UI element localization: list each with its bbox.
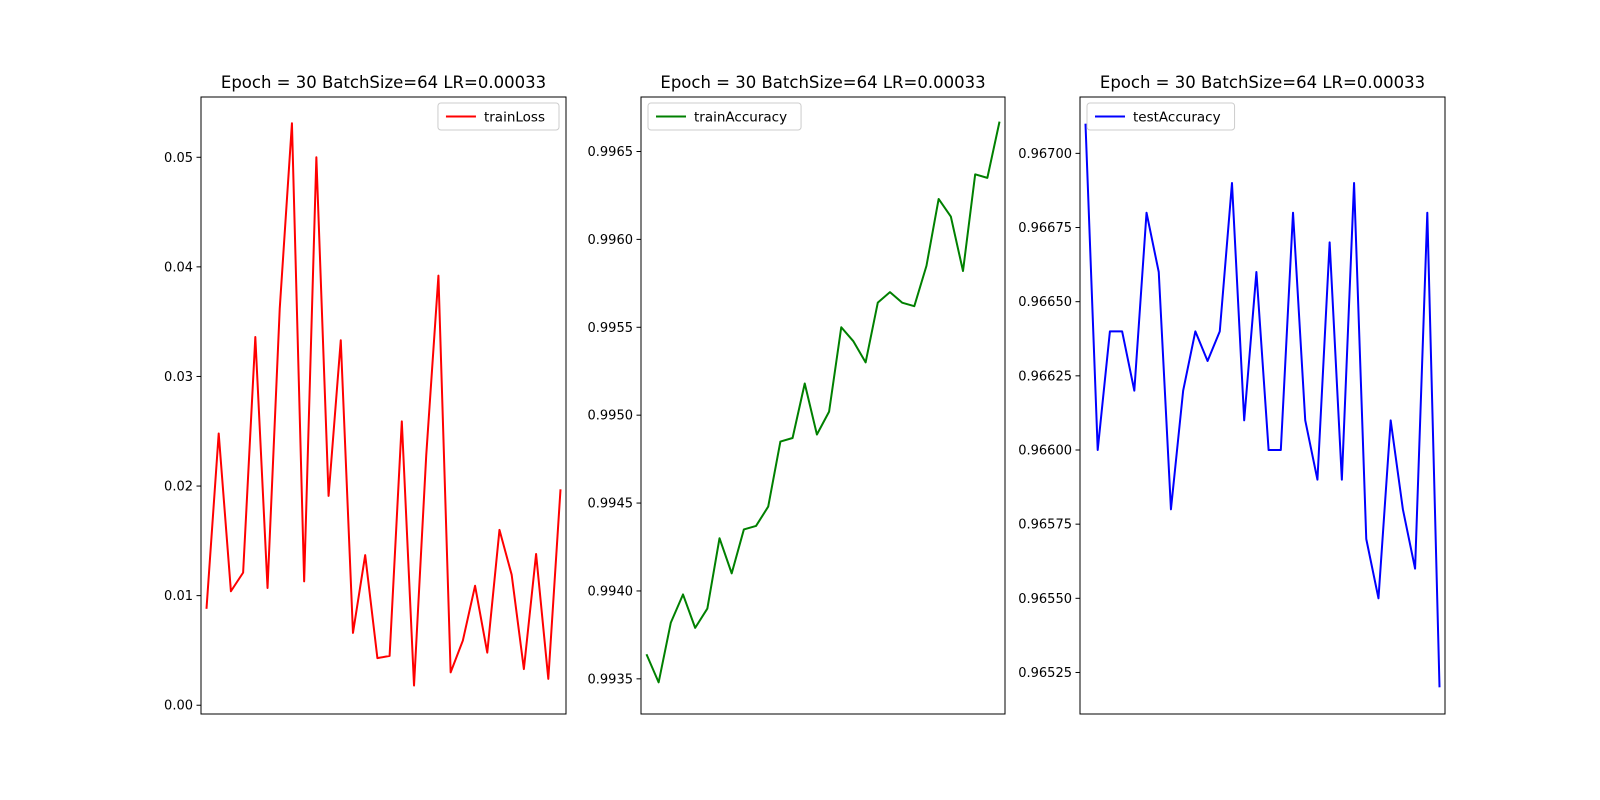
legend-box (1086, 102, 1236, 131)
y-tick-label: 0.9950 (588, 409, 634, 424)
y-tick-label: 0.9965 (588, 145, 634, 160)
y-tick-label: 0.96625 (1018, 369, 1072, 384)
subplot-test-accuracy: Epoch = 30 BatchSize=64 LR=0.00033 0.965… (1018, 73, 1446, 715)
legend-label-testAccuracy: testAccuracy (1133, 110, 1221, 126)
y-ticks (1075, 152, 1080, 673)
y-tick-label: 0.96700 (1018, 147, 1072, 162)
legend: testAccuracy (1086, 102, 1236, 131)
legend-label-trainLoss: trainLoss (484, 110, 545, 126)
y-tick-labels: 0.96525 0.96550 0.96575 0.96600 0.96625 0.966… (1018, 147, 1072, 681)
y-tick-label: 0.96675 (1018, 221, 1072, 236)
legend-box (647, 102, 802, 131)
y-tick-label: 0.03 (164, 370, 193, 385)
series-lines (1084, 123, 1441, 688)
legend-box (437, 102, 560, 131)
chart-title: Epoch = 30 BatchSize=64 LR=0.00033 (1100, 73, 1425, 92)
y-tick-label: 0.9945 (588, 497, 634, 512)
y-ticks (196, 156, 201, 706)
y-tick-label: 0.02 (164, 480, 193, 495)
axes-frame (200, 96, 567, 715)
legend: trainLoss (437, 102, 560, 131)
y-tick-label: 0.96575 (1018, 518, 1072, 533)
legend: trainAccuracy (647, 102, 802, 131)
subplot-train-accuracy: Epoch = 30 BatchSize=64 LR=0.00033 0.993… (588, 73, 1006, 715)
legend-label-trainAccuracy: trainAccuracy (694, 110, 787, 126)
y-tick-label: 0.9960 (588, 233, 634, 248)
y-tick-label: 0.04 (164, 260, 193, 275)
y-tick-label: 0.96600 (1018, 443, 1072, 458)
axes-frame (640, 96, 1006, 715)
series-lines (205, 122, 562, 687)
chart-title: Epoch = 30 BatchSize=64 LR=0.00033 (221, 73, 546, 92)
series-line-trainAccuracy (645, 121, 1001, 684)
axes-frame (1079, 96, 1446, 715)
chart-title: Epoch = 30 BatchSize=64 LR=0.00033 (660, 73, 985, 92)
y-tick-label: 0.00 (164, 699, 193, 714)
series-lines (645, 121, 1001, 684)
y-ticks (636, 150, 641, 680)
series-line-trainLoss (205, 122, 562, 687)
y-tick-label: 0.9940 (588, 584, 634, 599)
subplot-train-loss: Epoch = 30 BatchSize=64 LR=0.00033 0.000… (164, 73, 567, 715)
y-tick-label: 0.96650 (1018, 295, 1072, 310)
y-tick-label: 0.96550 (1018, 592, 1072, 607)
y-tick-label: 0.96525 (1018, 666, 1072, 681)
y-tick-label: 0.9955 (588, 321, 634, 336)
y-tick-labels: 0.00 0.01 0.02 0.03 0.04 0.05 (164, 151, 193, 714)
y-tick-label: 0.01 (164, 589, 193, 604)
y-tick-labels: 0.9935 0.9940 0.9945 0.9950 0.9955 0.9960 0.99… (588, 145, 634, 687)
series-line-testAccuracy (1084, 123, 1441, 688)
y-tick-label: 0.05 (164, 151, 193, 166)
y-tick-label: 0.9935 (588, 672, 634, 687)
